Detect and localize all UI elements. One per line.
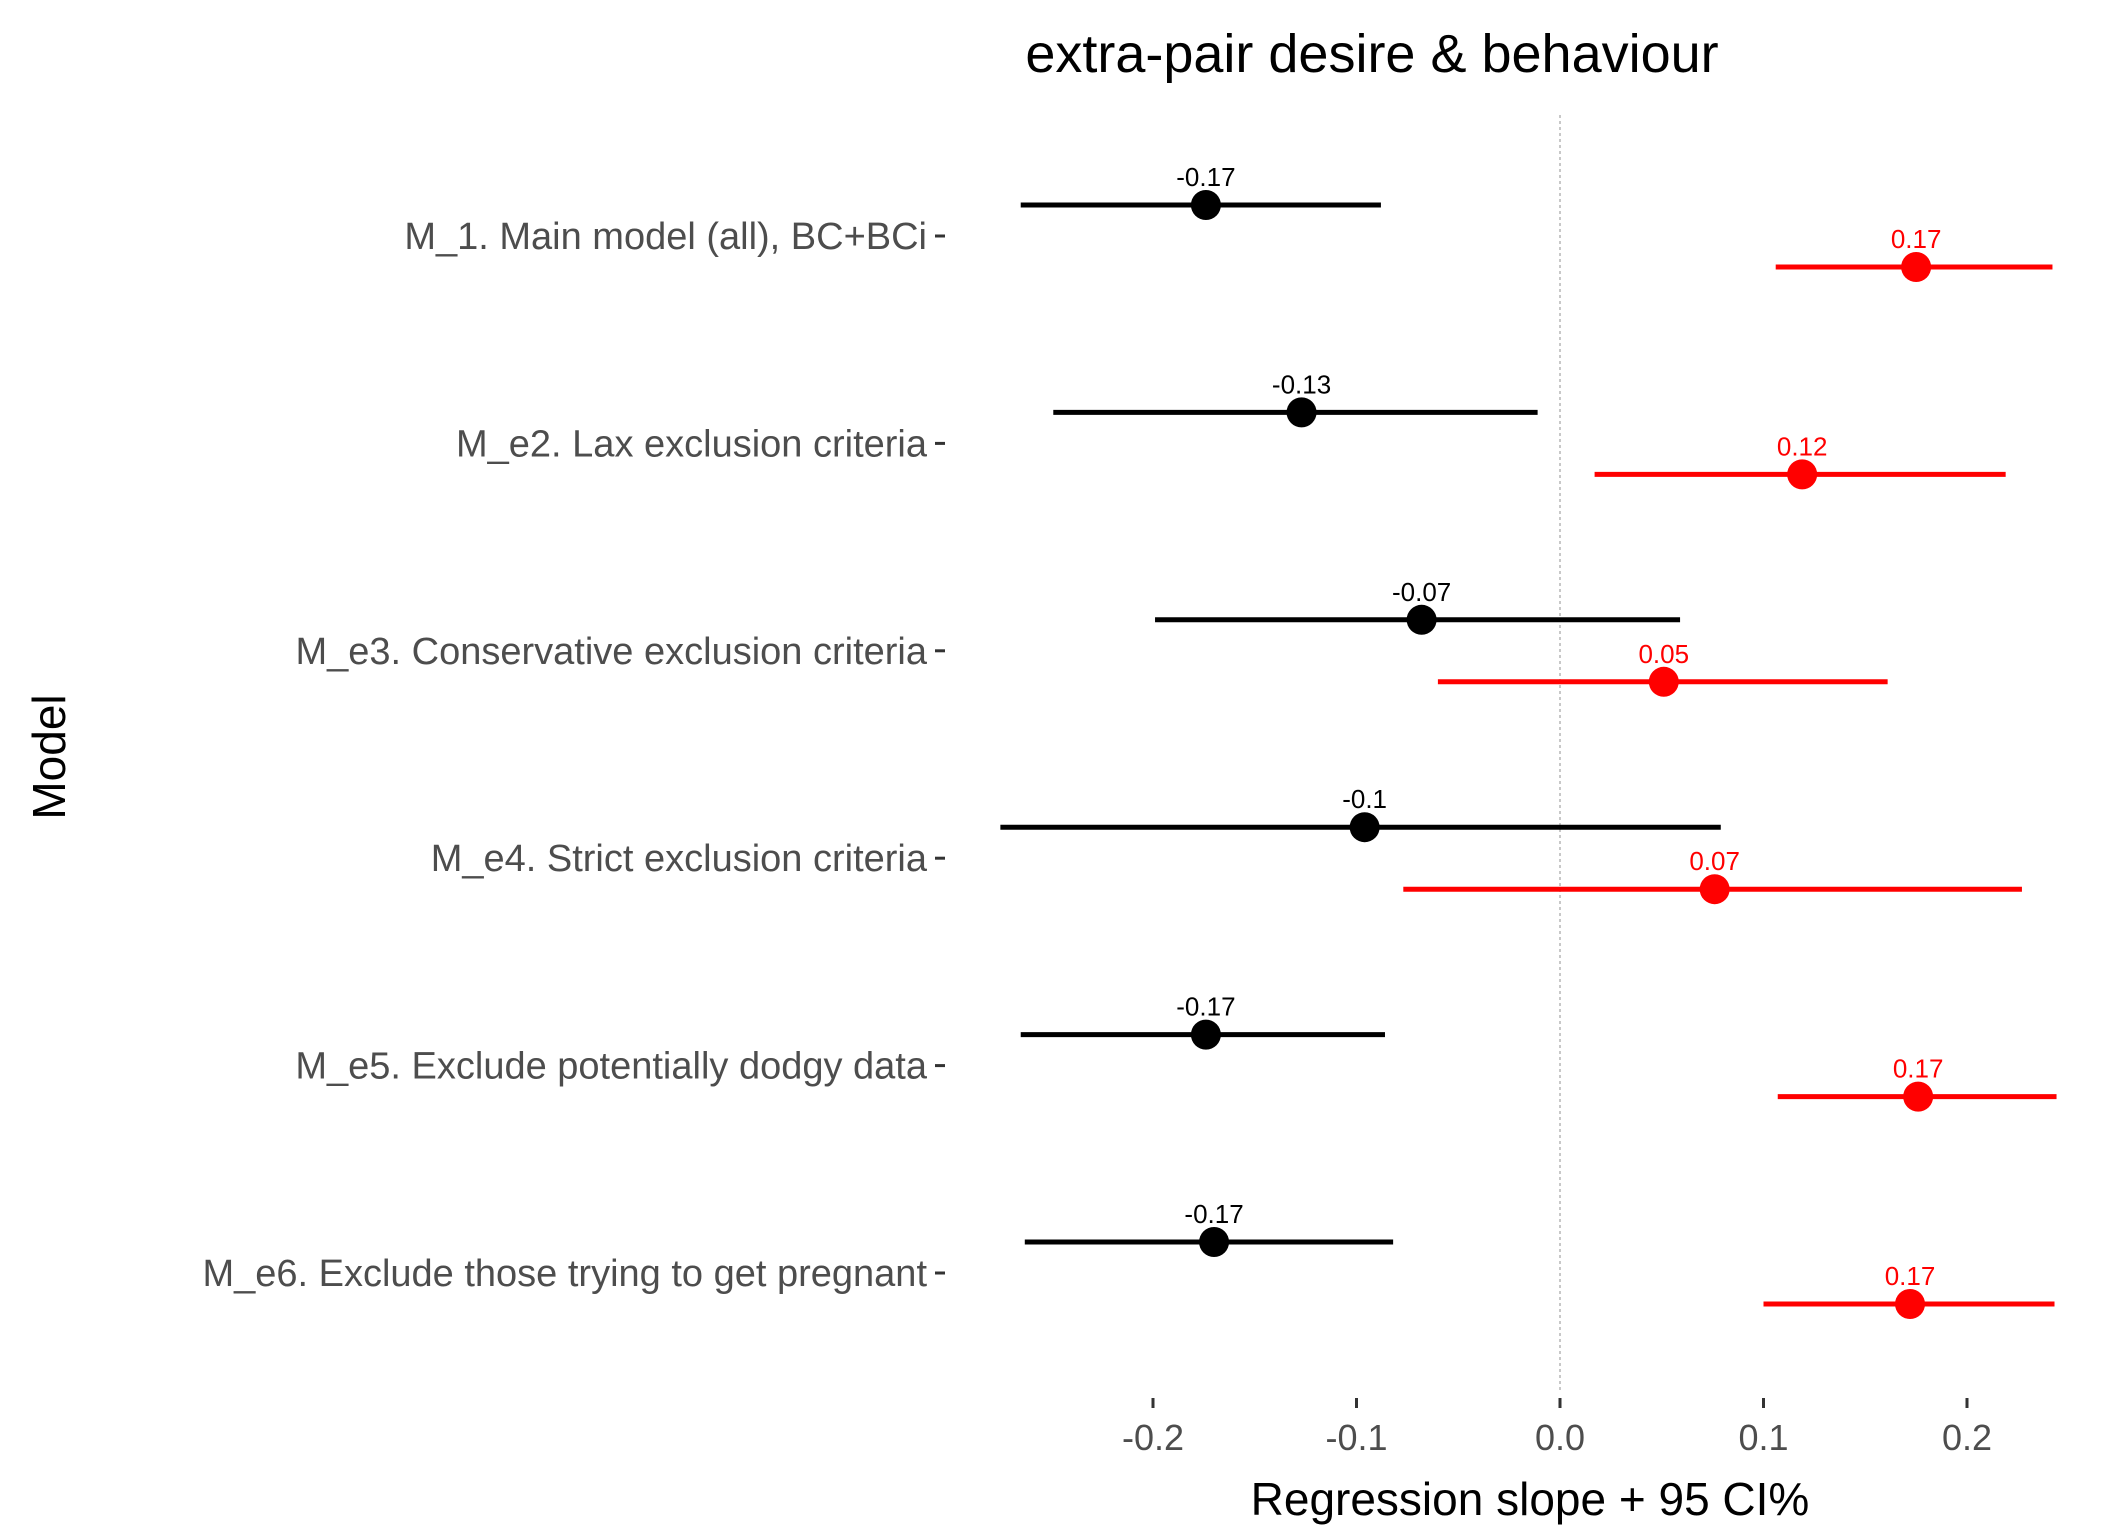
- x-tick-label: 0.0: [1535, 1417, 1585, 1458]
- data-label: -0.17: [1184, 1199, 1243, 1229]
- plot-marks: -0.17 -0.13 -0.07 -0.1 -0.17 -0.17 0.17 0.12 0.0…: [1000, 162, 2057, 1319]
- data-label: -0.17: [1176, 992, 1235, 1022]
- category-label: M_e3. Conservative exclusion criteria: [296, 631, 928, 673]
- category-label: M_e4. Strict exclusion criteria: [431, 838, 928, 880]
- point-estimate: [1349, 812, 1380, 843]
- data-label: 0.07: [1689, 846, 1740, 876]
- category-label: M_e6. Exclude those trying to get pregna…: [202, 1253, 927, 1295]
- point-estimate: [1286, 397, 1317, 428]
- data-label: 0.17: [1891, 224, 1942, 254]
- data-label: 0.12: [1777, 431, 1828, 461]
- point-estimate: [1903, 1081, 1934, 1112]
- x-tick-label: 0.2: [1942, 1417, 1992, 1458]
- data-label: -0.1: [1342, 784, 1387, 814]
- data-label: 0.17: [1885, 1261, 1936, 1291]
- point-estimate: [1699, 874, 1730, 905]
- category-label: M_e2. Lax exclusion criteria: [456, 423, 928, 465]
- x-tick-label: -0.2: [1122, 1417, 1184, 1458]
- category-label: M_e5. Exclude potentially dodgy data: [295, 1046, 928, 1088]
- data-label: 0.17: [1893, 1054, 1944, 1084]
- point-estimate: [1406, 604, 1437, 635]
- category-label: M_1. Main model (all), BC+BCi: [404, 216, 927, 258]
- point-estimate: [1190, 1019, 1221, 1050]
- point-estimate: [1648, 666, 1679, 697]
- point-estimate: [1787, 459, 1818, 490]
- category-axis: M_1. Main model (all), BC+BCi M_e2. Lax e…: [202, 216, 945, 1295]
- point-estimate: [1901, 252, 1932, 282]
- point-estimate: [1190, 190, 1221, 220]
- chart-title: extra-pair desire & behaviour: [1025, 24, 1718, 84]
- point-estimate: [1895, 1289, 1926, 1319]
- data-label: 0.05: [1638, 639, 1689, 669]
- x-axis: -0.2 -0.1 0.0 0.1 0.2: [1122, 1398, 1992, 1458]
- x-tick-label: -0.1: [1325, 1417, 1387, 1458]
- data-label: -0.13: [1272, 369, 1331, 399]
- data-label: -0.07: [1392, 577, 1451, 607]
- y-axis-title: Model: [23, 694, 75, 819]
- x-axis-title: Regression slope + 95 CI%: [1251, 1473, 1810, 1525]
- point-estimate: [1199, 1227, 1230, 1257]
- x-tick-label: 0.1: [1738, 1417, 1788, 1458]
- data-label: -0.17: [1176, 162, 1235, 192]
